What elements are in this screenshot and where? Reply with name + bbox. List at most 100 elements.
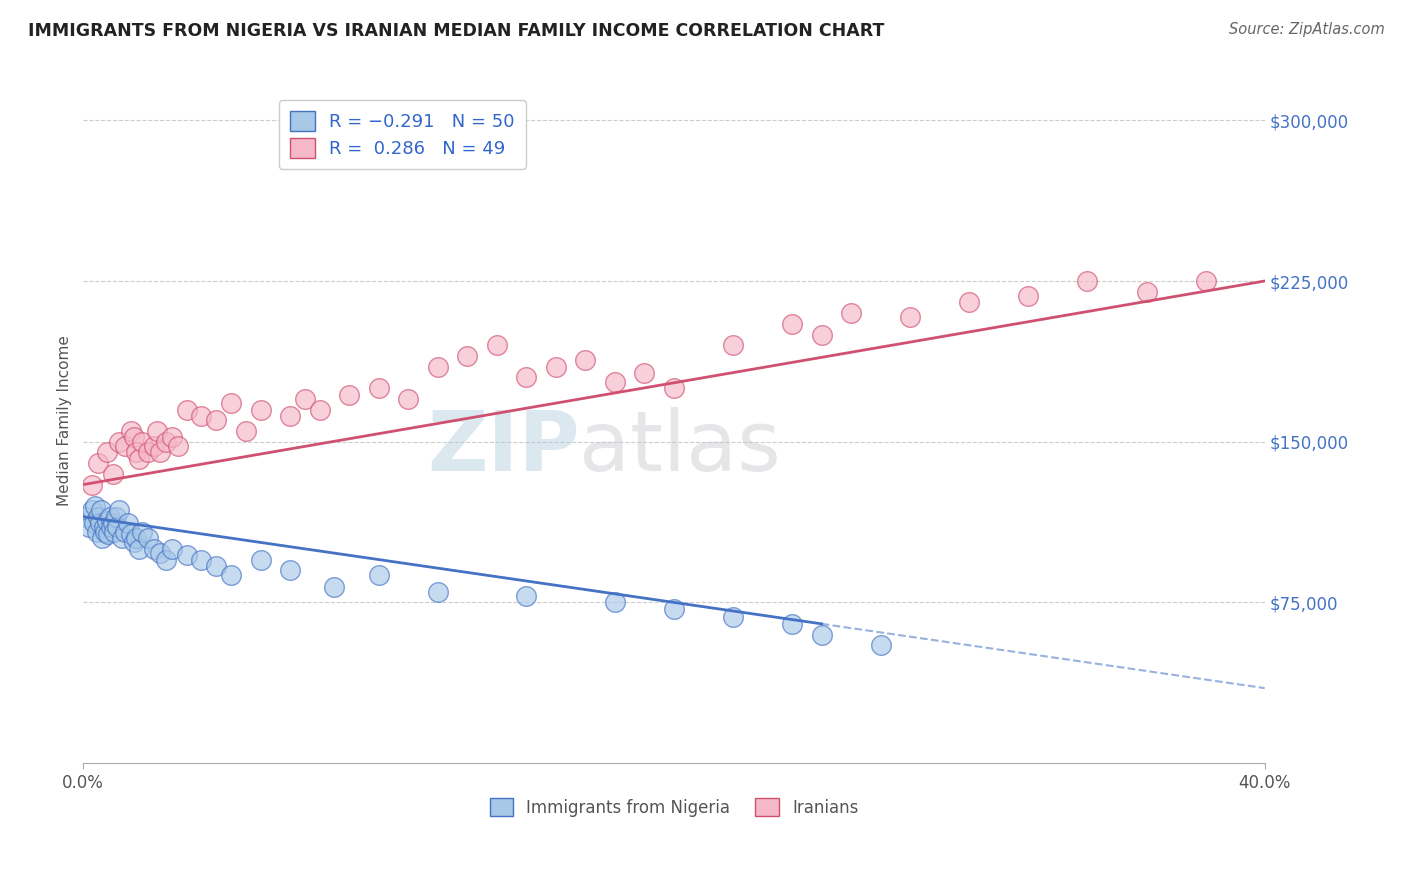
Point <box>603 375 626 389</box>
Point <box>117 516 139 530</box>
Point <box>114 439 136 453</box>
Point <box>128 541 150 556</box>
Point <box>426 584 449 599</box>
Point <box>1194 274 1216 288</box>
Point <box>235 424 257 438</box>
Point <box>337 387 360 401</box>
Point <box>114 524 136 539</box>
Point <box>323 581 346 595</box>
Point <box>149 546 172 560</box>
Point <box>367 567 389 582</box>
Point <box>780 616 803 631</box>
Point <box>205 413 228 427</box>
Point <box>721 610 744 624</box>
Point <box>131 434 153 449</box>
Point <box>155 434 177 449</box>
Point <box>101 467 124 481</box>
Point <box>662 602 685 616</box>
Point <box>544 359 567 374</box>
Legend: Immigrants from Nigeria, Iranians: Immigrants from Nigeria, Iranians <box>484 791 865 823</box>
Point <box>839 306 862 320</box>
Point <box>810 627 832 641</box>
Point <box>131 524 153 539</box>
Point <box>249 552 271 566</box>
Point <box>456 349 478 363</box>
Point <box>810 327 832 342</box>
Point <box>155 552 177 566</box>
Point <box>898 310 921 325</box>
Y-axis label: Median Family Income: Median Family Income <box>58 334 72 506</box>
Point <box>396 392 419 406</box>
Point <box>294 392 316 406</box>
Point <box>176 402 198 417</box>
Point <box>103 524 125 539</box>
Point <box>107 503 129 517</box>
Text: atlas: atlas <box>579 408 782 488</box>
Point <box>515 589 537 603</box>
Point <box>485 338 508 352</box>
Point <box>77 520 100 534</box>
Point <box>278 409 301 423</box>
Point <box>278 563 301 577</box>
Point <box>367 381 389 395</box>
Point <box>93 520 115 534</box>
Point <box>143 541 166 556</box>
Point <box>96 514 118 528</box>
Point <box>122 535 145 549</box>
Point <box>176 549 198 563</box>
Point <box>603 595 626 609</box>
Point <box>100 520 122 534</box>
Point <box>957 295 980 310</box>
Point <box>1017 289 1039 303</box>
Point <box>82 503 104 517</box>
Point <box>143 439 166 453</box>
Point <box>166 439 188 453</box>
Point <box>149 445 172 459</box>
Point <box>780 317 803 331</box>
Point <box>75 509 97 524</box>
Point <box>721 338 744 352</box>
Point <box>86 524 108 539</box>
Point <box>633 366 655 380</box>
Point <box>1135 285 1157 299</box>
Point <box>249 402 271 417</box>
Point <box>97 526 120 541</box>
Text: ZIP: ZIP <box>427 408 579 488</box>
Point <box>125 531 148 545</box>
Point <box>515 370 537 384</box>
Point <box>160 430 183 444</box>
Point <box>94 524 117 539</box>
Point <box>190 409 212 423</box>
Point <box>205 559 228 574</box>
Point <box>136 445 159 459</box>
Point <box>662 381 685 395</box>
Point <box>160 541 183 556</box>
Point <box>105 520 128 534</box>
Point <box>219 567 242 582</box>
Point <box>426 359 449 374</box>
Point <box>574 353 596 368</box>
Point <box>120 424 142 438</box>
Point <box>146 424 169 438</box>
Point <box>87 509 110 524</box>
Point <box>89 516 111 530</box>
Point <box>122 430 145 444</box>
Point <box>111 531 134 545</box>
Point <box>869 638 891 652</box>
Text: IMMIGRANTS FROM NIGERIA VS IRANIAN MEDIAN FAMILY INCOME CORRELATION CHART: IMMIGRANTS FROM NIGERIA VS IRANIAN MEDIA… <box>28 22 884 40</box>
Point <box>120 526 142 541</box>
Point <box>125 445 148 459</box>
Point <box>87 456 110 470</box>
Point <box>101 516 124 530</box>
Point <box>1076 274 1098 288</box>
Point <box>90 503 112 517</box>
Point <box>136 531 159 545</box>
Point <box>107 434 129 449</box>
Point <box>84 499 107 513</box>
Point <box>82 477 104 491</box>
Point <box>91 531 114 545</box>
Point <box>98 509 121 524</box>
Text: Source: ZipAtlas.com: Source: ZipAtlas.com <box>1229 22 1385 37</box>
Point <box>219 396 242 410</box>
Point <box>104 509 127 524</box>
